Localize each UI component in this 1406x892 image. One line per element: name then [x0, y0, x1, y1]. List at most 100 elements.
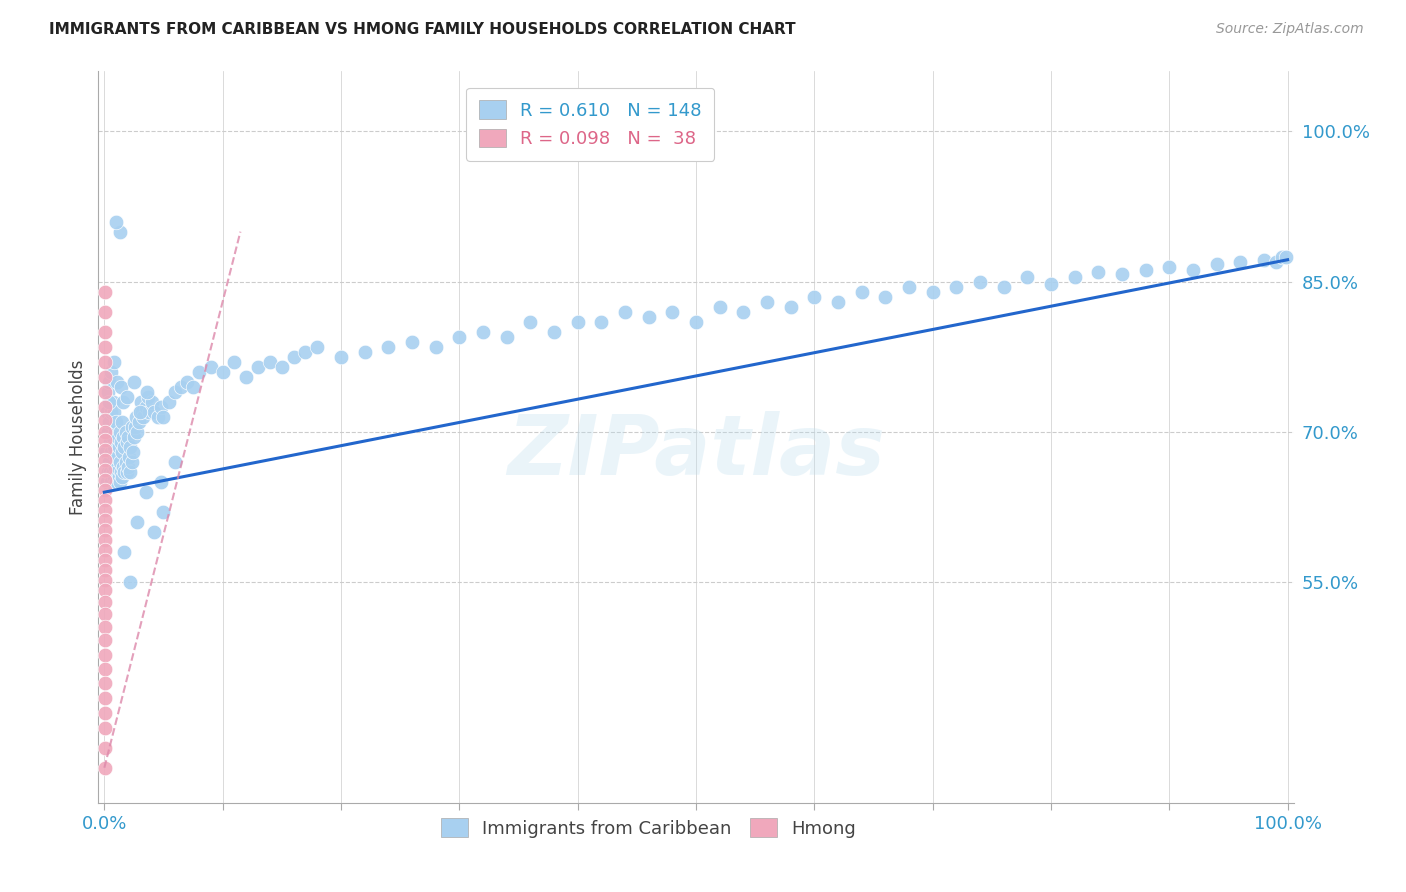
Point [94, 607, 117, 622]
Point [135, 400, 157, 414]
Point [132, 410, 155, 425]
Point [105, 465, 128, 479]
Point [94, 543, 117, 558]
Point [637, 310, 659, 324]
Point [94, 340, 117, 354]
Point [1229, 254, 1251, 268]
Point [94, 513, 117, 527]
Point [307, 340, 329, 354]
Point [111, 415, 134, 429]
Point [94, 740, 117, 755]
Point [945, 280, 967, 294]
Point [128, 405, 150, 419]
Point [270, 359, 292, 374]
Point [803, 290, 825, 304]
Point [211, 365, 233, 379]
Point [176, 375, 198, 389]
Point [100, 405, 122, 419]
Point [110, 380, 132, 394]
Point [98, 415, 121, 429]
Legend: Immigrants from Caribbean, Hmong: Immigrants from Caribbean, Hmong [433, 811, 863, 845]
Point [181, 380, 204, 394]
Point [94, 633, 117, 648]
Point [1275, 250, 1298, 264]
Point [112, 460, 135, 475]
Point [401, 334, 423, 349]
Point [150, 400, 173, 414]
Point [111, 470, 134, 484]
Point [120, 465, 142, 479]
Point [875, 290, 897, 304]
Point [104, 460, 127, 475]
Point [1253, 252, 1275, 267]
Text: IMMIGRANTS FROM CARIBBEAN VS HMONG FAMILY HOUSEHOLDS CORRELATION CHART: IMMIGRANTS FROM CARIBBEAN VS HMONG FAMIL… [49, 22, 796, 37]
Point [127, 515, 149, 529]
Point [100, 475, 122, 490]
Point [114, 425, 136, 439]
Point [97, 465, 120, 479]
Point [353, 345, 375, 359]
Point [138, 405, 160, 419]
Point [495, 330, 517, 344]
Point [94, 648, 117, 662]
Point [129, 395, 152, 409]
Point [104, 425, 127, 439]
Point [98, 395, 121, 409]
Point [200, 359, 222, 374]
Point [94, 553, 117, 567]
Point [94, 523, 117, 537]
Point [114, 465, 136, 479]
Point [165, 384, 187, 399]
Point [94, 574, 117, 588]
Point [127, 425, 149, 439]
Point [519, 315, 541, 329]
Point [94, 675, 117, 690]
Point [94, 425, 117, 439]
Point [114, 440, 136, 454]
Point [103, 440, 125, 454]
Point [121, 455, 143, 469]
Point [105, 415, 128, 429]
Point [472, 325, 495, 339]
Point [1181, 262, 1204, 277]
Point [94, 413, 117, 427]
Point [141, 395, 163, 409]
Point [131, 405, 153, 419]
Point [105, 450, 128, 464]
Point [1264, 254, 1286, 268]
Point [108, 455, 131, 469]
Point [94, 463, 117, 477]
Point [101, 430, 124, 444]
Point [94, 384, 117, 399]
Point [1063, 269, 1085, 284]
Point [157, 395, 180, 409]
Point [330, 350, 353, 364]
Point [136, 384, 159, 399]
Point [170, 380, 193, 394]
Point [1111, 267, 1133, 281]
Point [98, 375, 121, 389]
Point [969, 275, 991, 289]
Point [112, 430, 135, 444]
Point [1039, 277, 1062, 291]
Point [779, 300, 801, 314]
Point [733, 305, 755, 319]
Point [101, 395, 124, 409]
Point [107, 470, 129, 484]
Point [94, 761, 117, 775]
Point [235, 370, 257, 384]
Point [1205, 257, 1227, 271]
Point [94, 370, 117, 384]
Point [124, 420, 146, 434]
Point [96, 405, 118, 419]
Point [247, 359, 270, 374]
Point [94, 563, 117, 577]
Point [105, 214, 128, 228]
Y-axis label: Family Households: Family Households [69, 359, 87, 515]
Point [143, 525, 166, 540]
Point [110, 435, 132, 450]
Point [827, 294, 849, 309]
Point [110, 465, 132, 479]
Point [425, 340, 447, 354]
Point [543, 325, 565, 339]
